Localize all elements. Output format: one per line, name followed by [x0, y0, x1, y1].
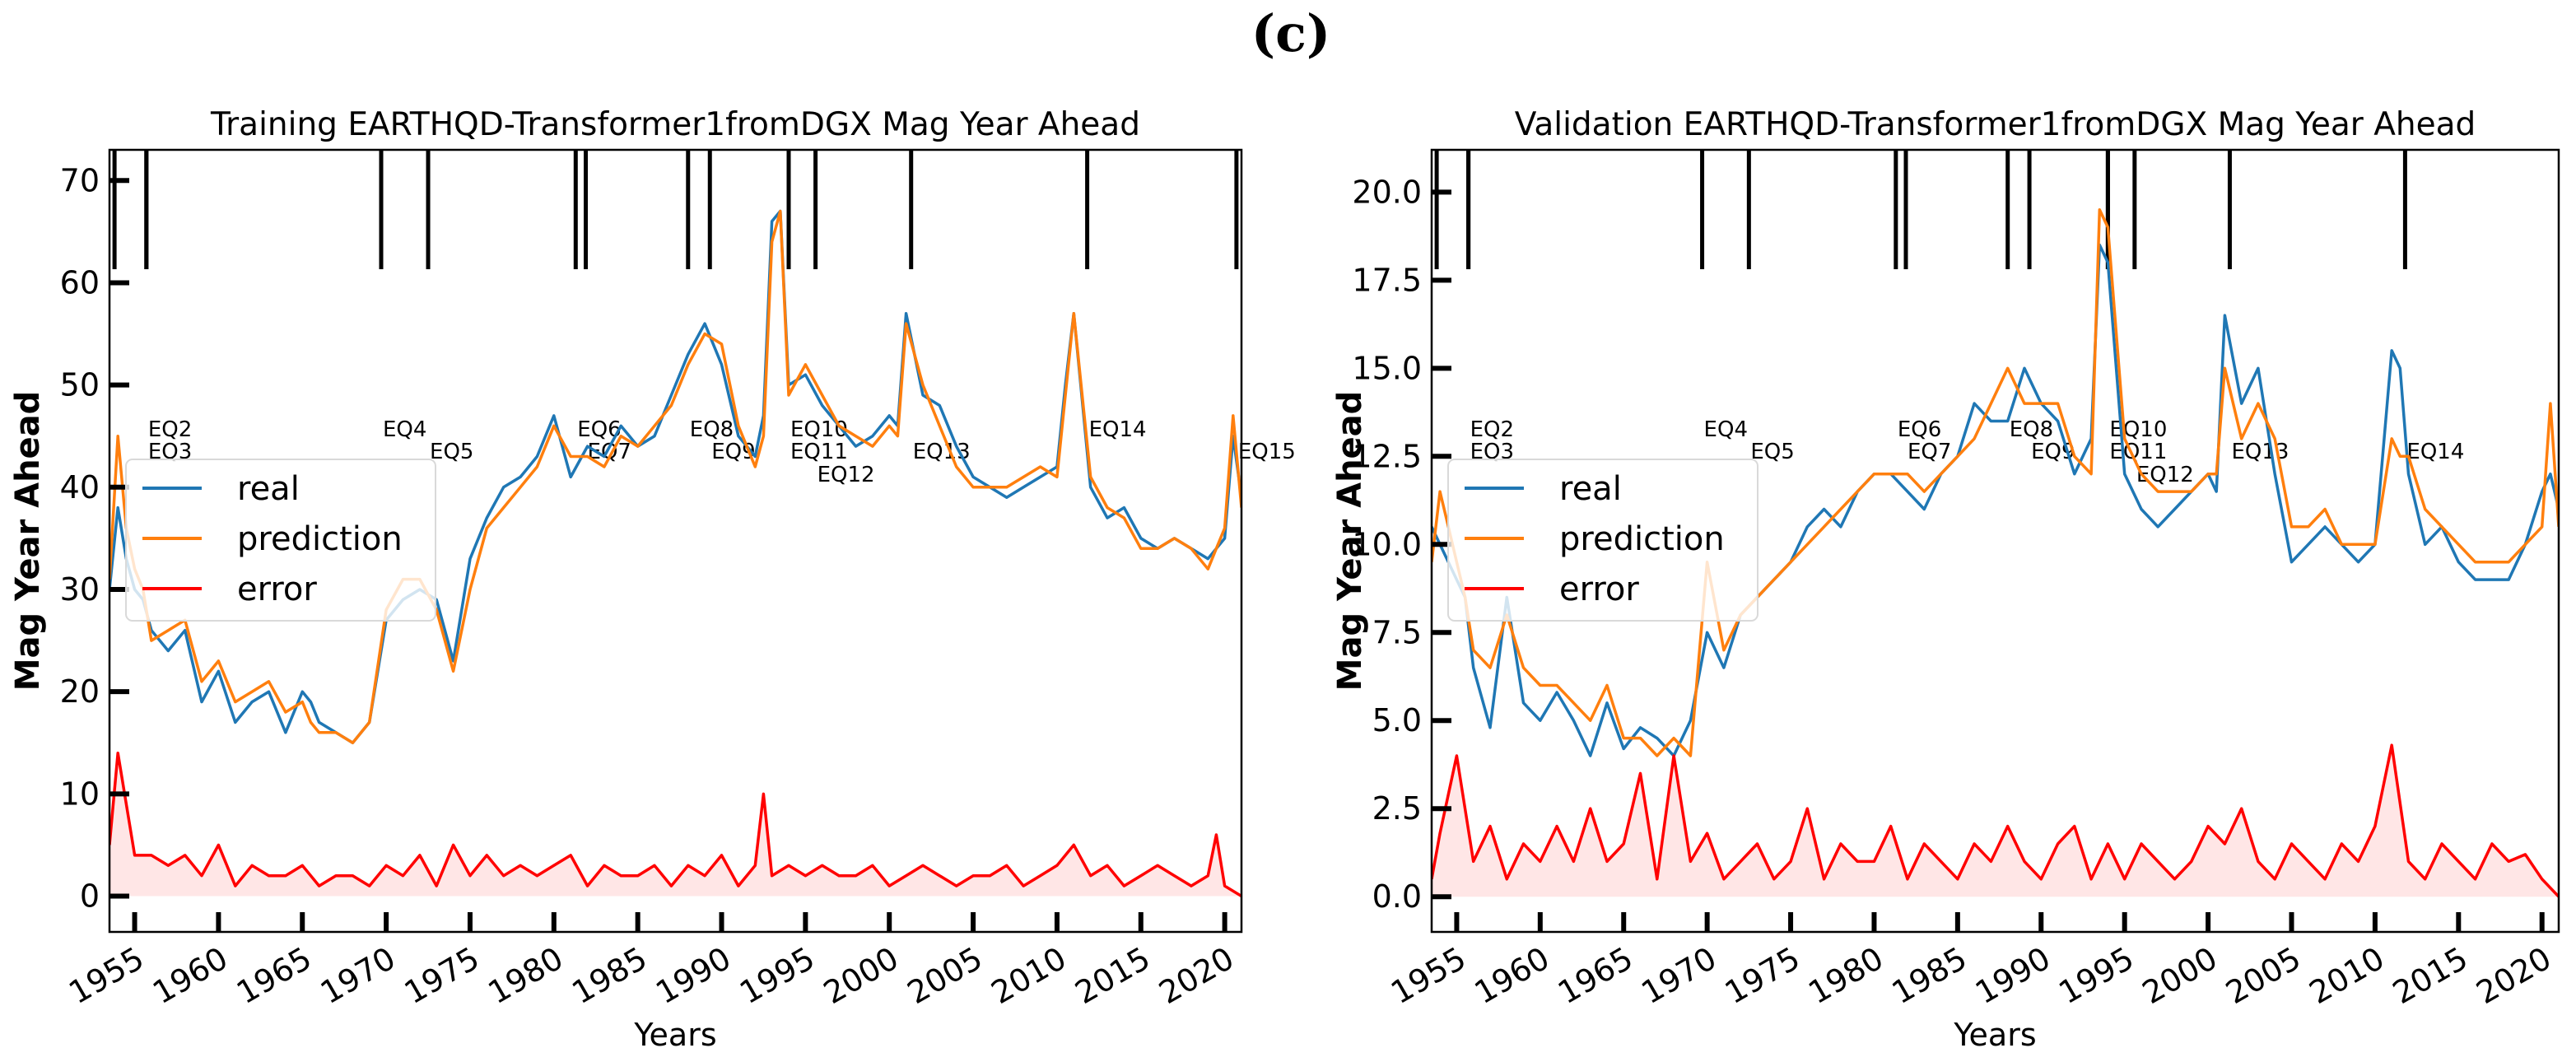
training-ytick-label: 20 [60, 673, 100, 710]
validation-ytick-label: 10.0 [1352, 526, 1422, 562]
training-ytick-label: 0 [80, 878, 100, 915]
training-chart: EQ2EQ3EQ4EQ5EQ6EQ7EQ8EQ9EQ10EQ11EQ12EQ13… [9, 106, 1296, 1053]
validation-xtick-label: 2000 [2136, 940, 2224, 1011]
training-xtick-label: 1960 [147, 940, 234, 1011]
validation-series-group [1432, 207, 2559, 898]
validation-legend: real prediction error [1447, 459, 1758, 622]
training-series-group [109, 209, 1241, 897]
validation-xtick-label: 2005 [2220, 940, 2307, 1011]
validation-error-fill [1432, 745, 2559, 897]
validation-xtick-label: 2015 [2387, 940, 2474, 1011]
validation-xtick-label: 1985 [1886, 940, 1973, 1011]
validation-event-label-eq7: EQ7 [1908, 440, 1951, 464]
validation-ytick-label: 7.5 [1372, 614, 1422, 650]
training-event-label-eq10: EQ10 [790, 417, 848, 442]
validation-ytick-label: 0.0 [1372, 878, 1422, 915]
validation-xtick-label: 1955 [1385, 940, 1472, 1011]
training-xtick-label: 1995 [734, 940, 821, 1011]
validation-series-real [1432, 243, 2559, 757]
training-legend-box [125, 459, 436, 622]
training-ytick-label: 10 [60, 776, 100, 812]
training-ytick-label: 60 [60, 264, 100, 300]
validation-legend-box [1447, 459, 1758, 622]
training-event-label-eq14: EQ14 [1089, 417, 1147, 442]
training-series-prediction [109, 209, 1241, 745]
training-ytick-label: 40 [60, 469, 100, 505]
validation-legend-label-prediction: prediction [1559, 520, 1725, 558]
validation-event-label-eq2: EQ2 [1470, 417, 1514, 442]
validation-ytick-label: 2.5 [1372, 790, 1422, 827]
training-xtick-label: 2020 [1153, 940, 1240, 1011]
validation-event-label-eq14: EQ14 [2406, 440, 2464, 464]
validation-ytick-label: 15.0 [1352, 350, 1422, 386]
training-xtick-label: 1985 [566, 940, 653, 1011]
training-xtick-label: 1965 [231, 940, 318, 1011]
training-legend-label-prediction: prediction [237, 520, 403, 558]
training-xtick-label: 1975 [398, 940, 486, 1011]
training-legend-label-real: real [237, 470, 300, 508]
validation-series-error [1432, 743, 2559, 898]
validation-x-axis-label: Years [1953, 1017, 2036, 1053]
validation-ytick-label: 12.5 [1352, 438, 1422, 474]
validation-event-label-eq6: EQ6 [1898, 417, 1941, 442]
validation-event-label-eq11: EQ11 [2109, 440, 2167, 464]
validation-xtick-label: 1970 [1635, 940, 1722, 1011]
validation-xtick-label: 1990 [1969, 940, 2057, 1011]
validation-xtick-label: 1960 [1469, 940, 1556, 1011]
training-event-label-eq12: EQ12 [818, 463, 875, 487]
validation-ytick-label: 17.5 [1352, 262, 1422, 298]
training-x-axis-label: Years [633, 1017, 716, 1053]
training-y-axis-label: Mag Year Ahead [9, 391, 47, 692]
training-xtick-label: 1990 [650, 940, 737, 1011]
training-legend: real prediction error [125, 459, 436, 622]
validation-xtick-label: 2010 [2303, 940, 2391, 1011]
validation-event-label-eq4: EQ4 [1704, 417, 1748, 442]
training-xtick-label: 2005 [901, 940, 989, 1011]
validation-event-label-eq8: EQ8 [2010, 417, 2053, 442]
validation-y-axis-label: Mag Year Ahead [1331, 391, 1369, 692]
training-axes-frame [108, 148, 1243, 934]
training-series-error [109, 751, 1241, 897]
validation-xtick-label: 1975 [1719, 940, 1806, 1011]
training-legend-label-error: error [237, 571, 317, 608]
training-event-label-eq11: EQ11 [790, 440, 848, 464]
training-event-label-eq13: EQ13 [913, 440, 971, 464]
validation-xtick-label: 2020 [2470, 940, 2557, 1011]
training-xtick-label: 2015 [1069, 940, 1157, 1011]
training-xtick-label: 1955 [63, 940, 150, 1011]
training-ytick-label: 50 [60, 367, 100, 403]
validation-title: Validation EARTHQD-Transformer1fromDGX M… [1515, 106, 2476, 143]
validation-xtick-label: 1980 [1802, 940, 1889, 1011]
training-title: Training EARTHQD-Transformer1fromDGX Mag… [210, 106, 1140, 143]
validation-ytick-label: 5.0 [1372, 702, 1422, 738]
validation-legend-label-error: error [1559, 571, 1639, 608]
training-xtick-label: 2010 [985, 940, 1073, 1011]
validation-xtick-label: 1995 [2052, 940, 2140, 1011]
validation-series-prediction [1432, 207, 2559, 757]
training-event-label-eq2: EQ2 [148, 417, 192, 442]
validation-axes-frame [1430, 148, 2560, 934]
validation-chart: EQ2EQ3EQ4EQ5EQ6EQ7EQ8EQ9EQ10EQ11EQ12EQ13… [1331, 106, 2560, 1053]
training-event-label-eq4: EQ4 [383, 417, 426, 442]
validation-event-label-eq12: EQ12 [2136, 463, 2194, 487]
validation-ytick-label: 20.0 [1352, 174, 1422, 210]
training-error-fill [109, 752, 1241, 897]
validation-event-label-eq10: EQ10 [2109, 417, 2167, 442]
training-event-label-eq8: EQ8 [690, 417, 734, 442]
figure-label: (c) [1251, 3, 1331, 63]
training-ytick-label: 70 [60, 162, 100, 198]
validation-xtick-label: 1965 [1552, 940, 1639, 1011]
training-event-label-eq5: EQ5 [430, 440, 473, 464]
validation-legend-label-real: real [1559, 470, 1622, 508]
training-event-label-eq15: EQ15 [1238, 440, 1296, 464]
training-ytick-label: 30 [60, 571, 100, 608]
training-xtick-label: 1970 [314, 940, 402, 1011]
training-xtick-label: 2000 [818, 940, 905, 1011]
validation-event-label-eq5: EQ5 [1750, 440, 1794, 464]
training-xtick-label: 1980 [482, 940, 570, 1011]
